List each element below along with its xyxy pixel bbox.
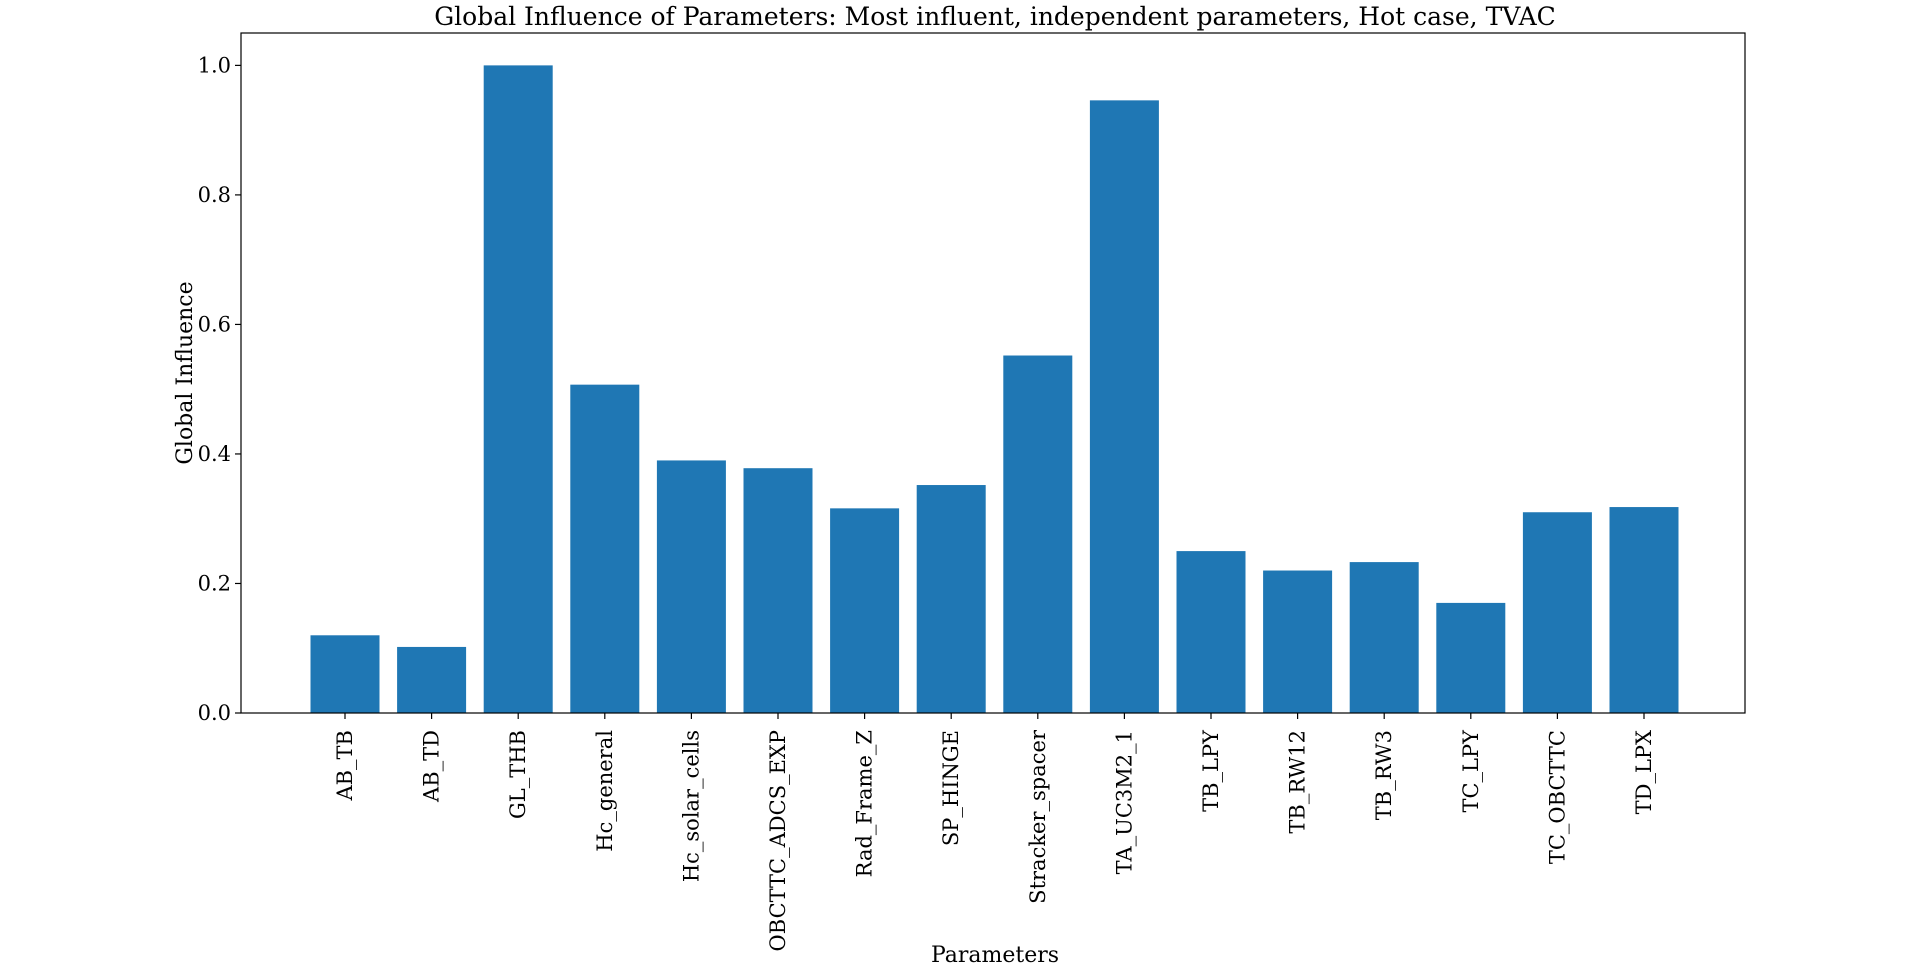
y-tick-label: 0.8 <box>198 183 231 207</box>
bar-hc-general <box>570 384 640 713</box>
bar-td-lpx <box>1609 507 1679 713</box>
bar-sp-hinge <box>916 485 986 713</box>
x-axis-label: Parameters <box>931 943 1059 968</box>
x-tick-label: TB_LPY <box>1199 729 1223 812</box>
x-tick-label: TB_RW3 <box>1372 730 1396 820</box>
bars-layer <box>310 65 1679 714</box>
x-tick-label: TB_RW12 <box>1286 730 1310 834</box>
plot-frame <box>240 32 1746 714</box>
bar-tb-rw12 <box>1263 570 1333 713</box>
bar-gl-thb <box>483 65 553 713</box>
x-tick-label: AB_TD <box>420 730 444 803</box>
bar-stracker-spacer <box>1003 355 1073 713</box>
y-tick-label: 0.4 <box>198 442 231 466</box>
x-tick-label: TC_OBCTTC <box>1545 730 1569 864</box>
x-tick-label: OBCTTC_ADCS_EXP <box>766 730 790 951</box>
x-tick-label: Hc_general <box>593 730 617 852</box>
bar-tc-obcttc <box>1522 512 1592 713</box>
x-tick-label: TC_LPY <box>1459 729 1483 813</box>
bar-obcttc-adcs-exp <box>743 468 813 713</box>
bar-tc-lpy <box>1436 602 1506 713</box>
bar-hc-solar-cells <box>656 460 726 713</box>
chart-title: Global Influence of Parameters: Most inf… <box>434 2 1556 31</box>
y-tick-label: 1.0 <box>198 53 231 77</box>
x-tick-label: Hc_solar_cells <box>679 730 703 882</box>
bar-tb-rw3 <box>1349 562 1419 713</box>
bar-ab-tb <box>310 635 380 713</box>
x-tick-label: TD_LPX <box>1632 730 1656 814</box>
y-axis-label: Global Influence <box>173 281 198 464</box>
y-tick-label: 0.6 <box>198 312 231 336</box>
bar-ab-td <box>397 646 467 713</box>
x-tick-label: Rad_Frame_Z <box>853 730 877 877</box>
x-tick-label: SP_HINGE <box>939 730 963 846</box>
y-tick-label: 0.0 <box>198 701 231 725</box>
y-tick-label: 0.2 <box>198 571 231 595</box>
x-tick-label: GL_THB <box>506 730 530 819</box>
y-axis-ticks: 0.0 0.2 0.4 0.6 0.8 1.0 <box>198 53 241 725</box>
x-tick-label: TA_UC3M2_1 <box>1112 730 1136 874</box>
bar-ta-uc3m2-1 <box>1089 100 1159 714</box>
x-tick-label: Stracker_spacer <box>1026 729 1050 904</box>
bar-tb-lpy <box>1176 551 1246 713</box>
bar-rad-frame-z <box>830 508 900 713</box>
x-tick-label: AB_TB <box>333 730 357 802</box>
x-axis-ticks: AB_TB AB_TD GL_THB Hc_general Hc_solar_cells… <box>333 713 1656 951</box>
